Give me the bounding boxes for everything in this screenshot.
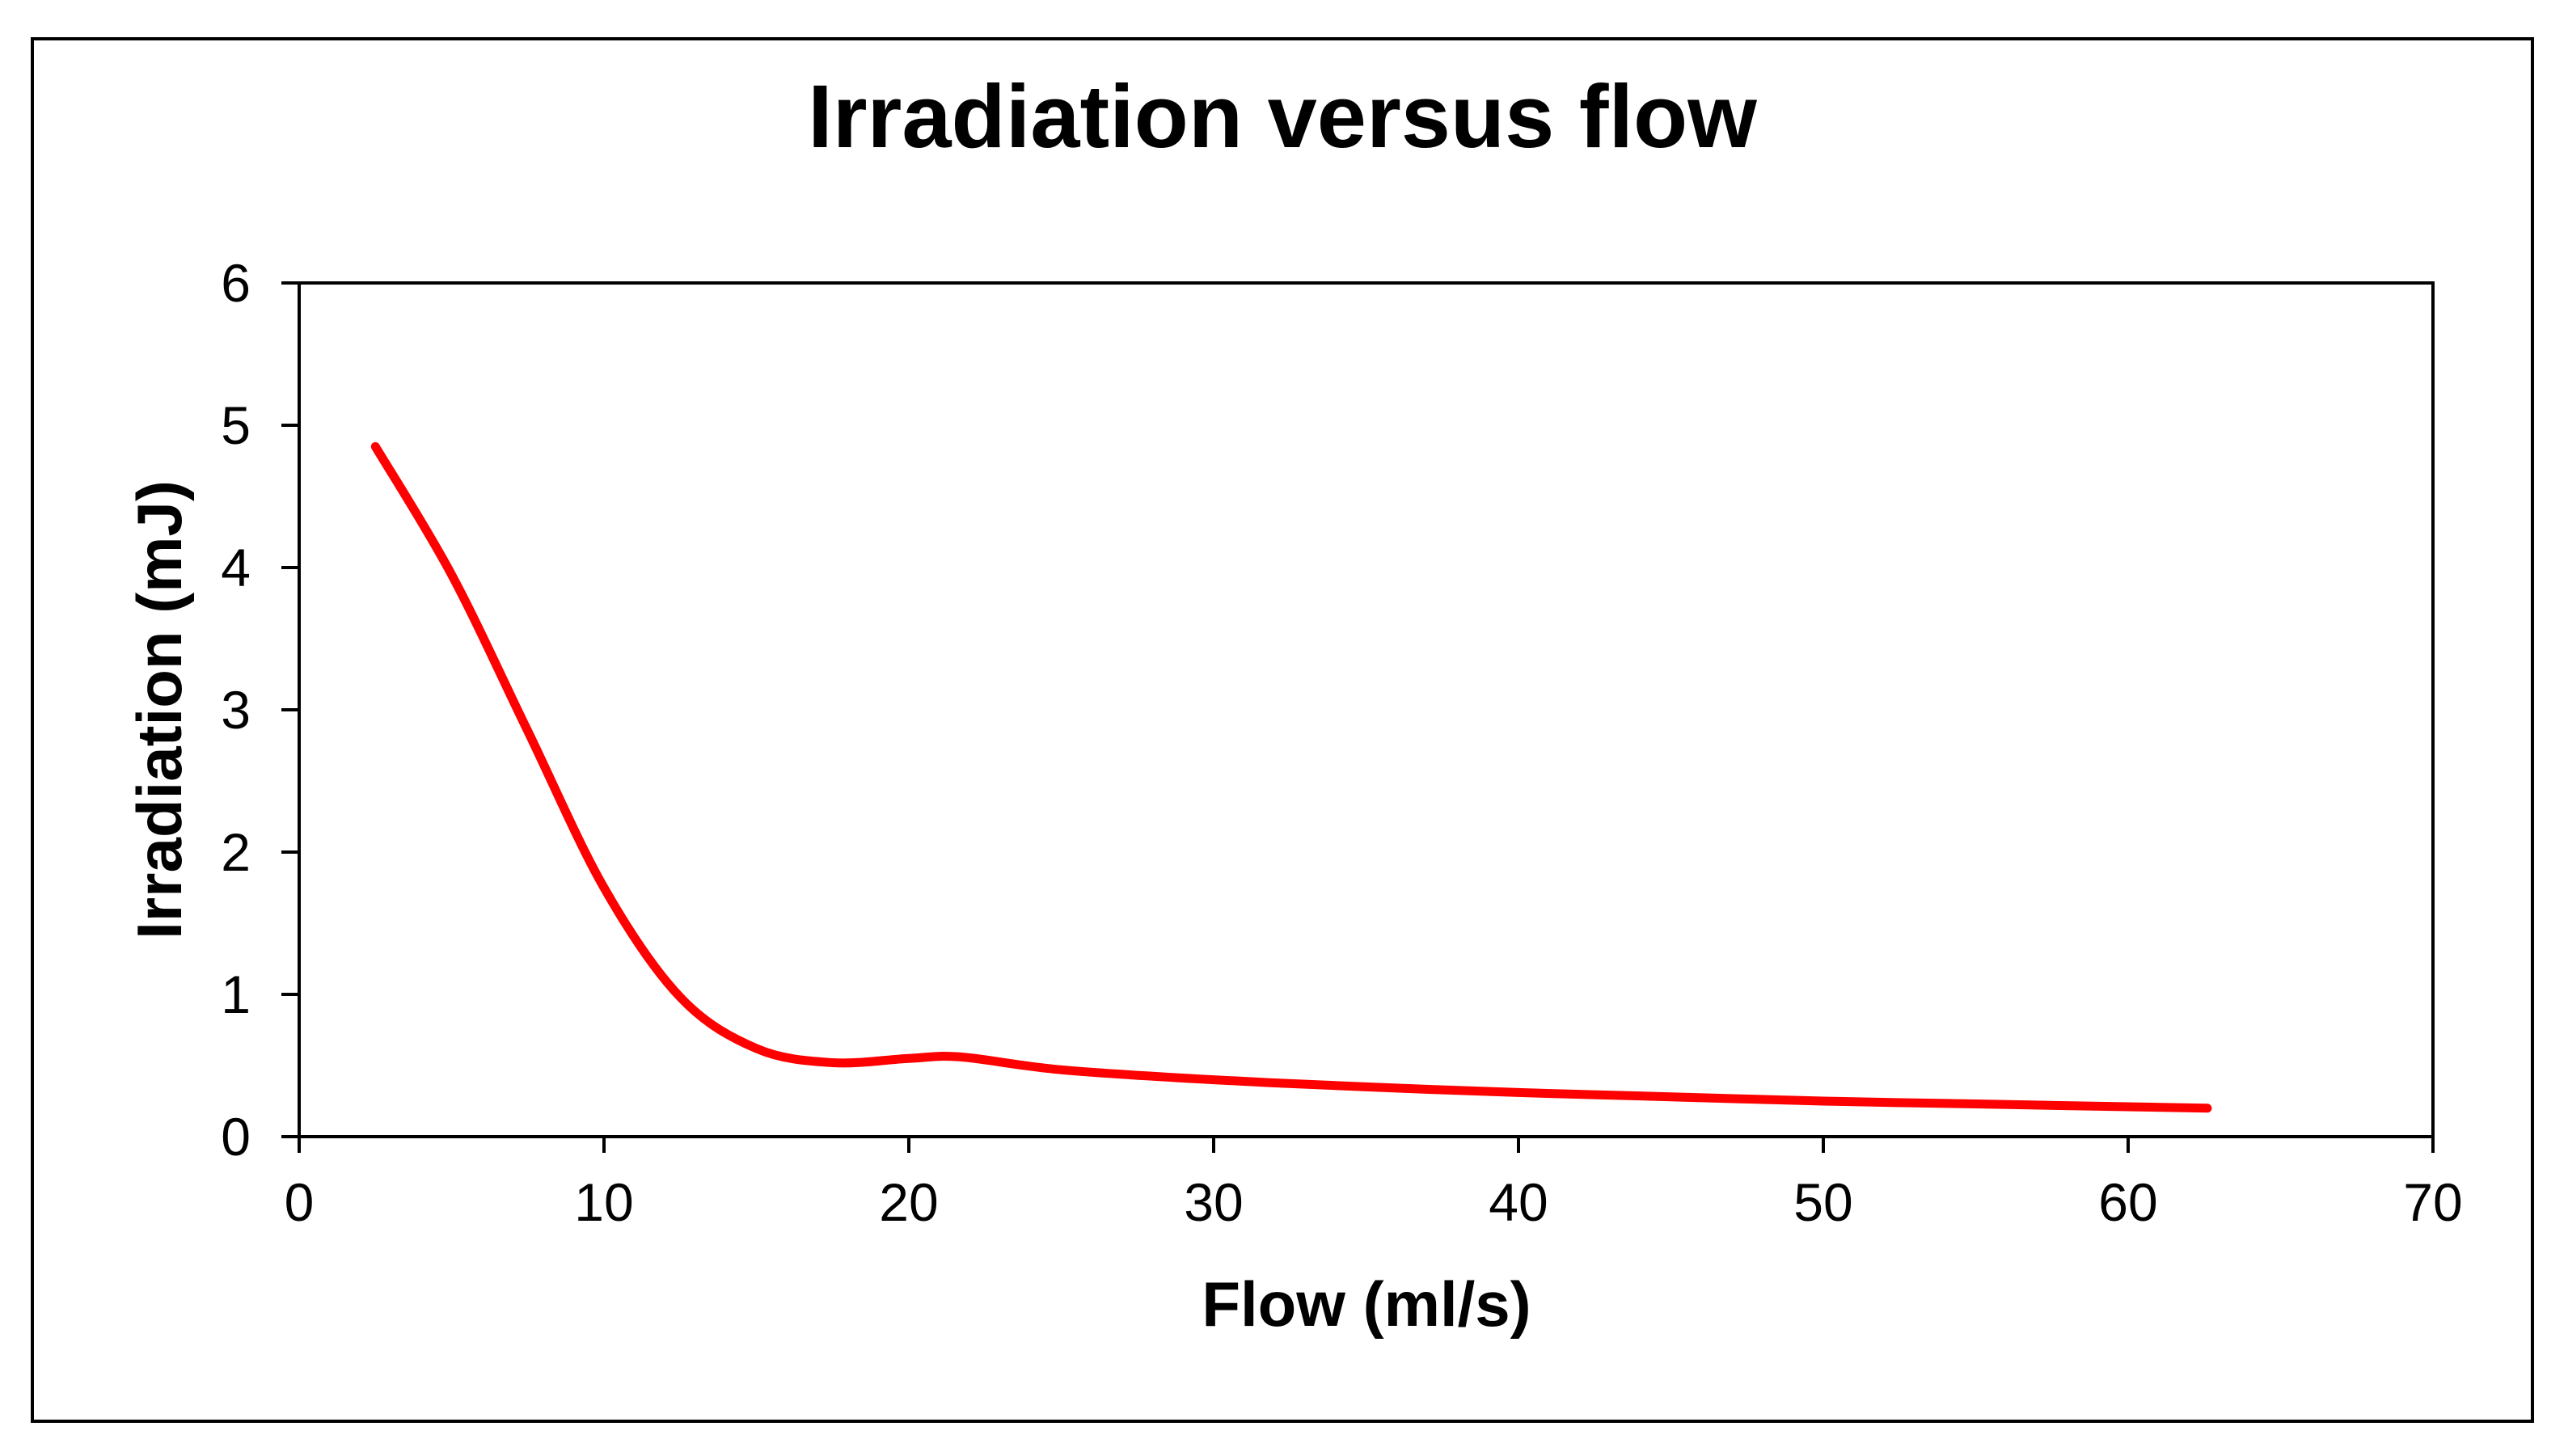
y-tick-label: 0	[221, 1107, 251, 1167]
x-tick-label: 40	[1489, 1172, 1548, 1232]
x-tick-label: 70	[2403, 1172, 2462, 1232]
series-line	[370, 441, 2212, 1113]
y-tick-label: 1	[221, 964, 251, 1024]
x-tick-label: 50	[1793, 1172, 1852, 1232]
y-tick-label: 3	[221, 680, 251, 740]
chart-title: Irradiation versus flow	[808, 67, 1757, 167]
y-tick-label: 2	[221, 822, 251, 882]
x-tick-label: 10	[574, 1172, 633, 1232]
x-tick-label: 30	[1184, 1172, 1243, 1232]
y-tick-label: 5	[221, 395, 251, 455]
x-axis: 0 10 20 30 40 50 60 70	[285, 1137, 2463, 1232]
x-tick-label: 60	[2098, 1172, 2157, 1232]
y-axis-label: Irradiation (mJ)	[124, 480, 195, 939]
chart-frame	[31, 37, 2534, 1423]
y-tick-label: 6	[221, 253, 251, 313]
y-axis: 0 1 2 3 4 5 6	[221, 253, 299, 1167]
x-tick-label: 20	[879, 1172, 938, 1232]
series-group	[370, 441, 2212, 1113]
y-tick-label: 4	[221, 538, 251, 597]
x-axis-label: Flow (ml/s)	[1202, 1268, 1531, 1340]
x-tick-label: 0	[285, 1172, 315, 1232]
